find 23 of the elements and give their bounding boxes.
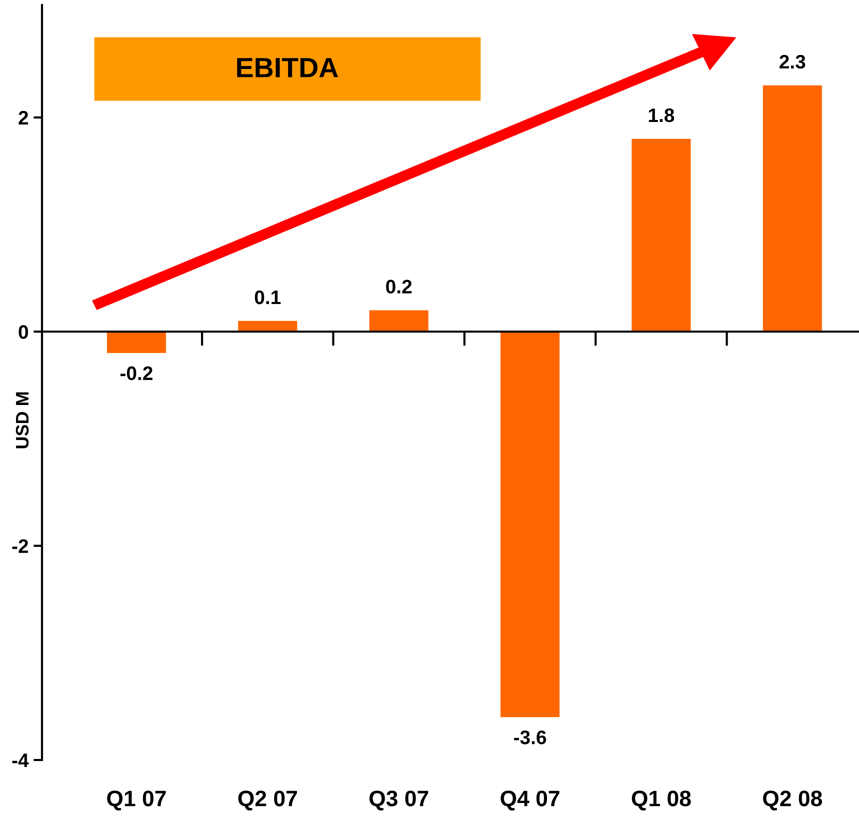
y-tick-label: -4	[12, 754, 29, 768]
y-tick-label: 0	[18, 325, 28, 339]
bar	[369, 310, 428, 332]
bar	[106, 332, 166, 354]
x-tick-label: Q3 07	[369, 790, 428, 810]
data-label: 2.3	[780, 54, 806, 69]
text: EBITDA	[237, 58, 338, 78]
bar	[762, 85, 822, 332]
x-tick-label: Q4 07	[500, 790, 560, 810]
data-label: -3.6	[514, 730, 546, 744]
bar	[500, 332, 560, 718]
data-label: 0.2	[386, 280, 412, 294]
bar	[632, 138, 691, 332]
data-label: 1.8	[648, 108, 674, 122]
x-tick-label: Q2 07	[238, 790, 297, 810]
x-tick-label: Q1 07	[107, 790, 166, 810]
y-axis-title: USD M	[16, 392, 29, 448]
data-label: 0.1	[254, 290, 281, 304]
x-tick-label: Q1 08	[632, 790, 691, 810]
data-label: -0.2	[120, 366, 152, 380]
y-tick-label: -2	[12, 539, 28, 553]
y-tick-label: 2	[18, 110, 28, 124]
x-tick-label: Q2 08	[763, 790, 822, 810]
